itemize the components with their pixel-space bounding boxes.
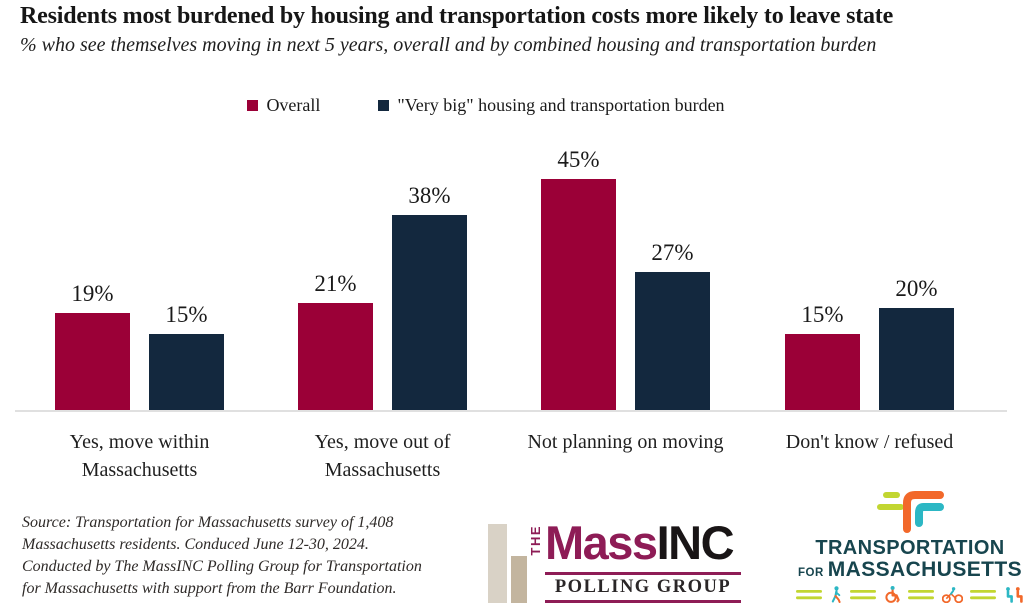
- bar-overall-2: [541, 179, 616, 411]
- massinc-wordmark: MassINC: [545, 516, 735, 569]
- pedestrian-icon: [831, 586, 841, 603]
- legend-swatch-very-big-burden: [378, 99, 390, 111]
- bar-overall-0: [55, 313, 130, 411]
- t4ma-massachusetts-label: FOR MASSACHUSETTS: [796, 558, 1024, 582]
- chart-title: Residents most burdened by housing and t…: [20, 3, 894, 29]
- t4ma-road-t-icon: [877, 491, 944, 533]
- bar-chart-plot-area: 19% 15% 21% 38% 45% 27% 15% 20%: [0, 130, 1024, 411]
- category-label-2: Not planning on moving: [527, 431, 724, 453]
- legend-label-overall: Overall: [266, 94, 321, 115]
- legend-item-overall: Overall: [247, 95, 320, 116]
- chart-subtitle: % who see themselves moving in next 5 ye…: [20, 34, 877, 56]
- bar-value-label: 15%: [165, 302, 208, 327]
- category-label-0: Yes, move within Massachusetts: [69, 431, 210, 481]
- legend-item-very-big-burden: "Very big" housing and transportation bu…: [378, 94, 725, 116]
- t4ma-for-text: FOR: [798, 567, 824, 579]
- category-label-1: Yes, move out of Massachusetts: [314, 431, 451, 481]
- massinc-polling-group-label: POLLING GROUP: [554, 577, 732, 597]
- massinc-barchart-icon: [511, 556, 527, 603]
- bar-value-label: 21%: [314, 271, 357, 296]
- massinc-barchart-icon: [488, 524, 507, 603]
- legend-label-very-big-burden: "Very big" housing and transportation bu…: [397, 94, 725, 115]
- t4ma-massachusetts-text: MASSACHUSETTS: [827, 558, 1022, 581]
- t4ma-transportation-label: TRANSPORTATION: [815, 537, 1005, 559]
- road-dashes-icon: [796, 589, 822, 599]
- category-label-3: Don't know / refused: [785, 431, 954, 453]
- wheelchair-icon: [885, 586, 900, 603]
- bar-value-label: 20%: [895, 276, 938, 301]
- bar-overall-3: [785, 334, 860, 411]
- legend-swatch-overall: [247, 99, 259, 111]
- road-dashes-icon: [850, 589, 877, 599]
- bar-very-big-burden-3: [879, 308, 954, 411]
- cyclist-icon: [941, 586, 963, 603]
- bar-value-label: 19%: [71, 281, 114, 306]
- bar-value-label: 38%: [408, 183, 451, 208]
- bar-very-big-burden-1: [392, 215, 467, 411]
- source-note: Source: Transportation for Massachusetts…: [22, 514, 422, 597]
- passengers-icon: [1006, 586, 1023, 603]
- massinc-the-label: THE: [528, 525, 543, 556]
- massinc-divider-line: [545, 600, 741, 603]
- chart-legend: Overall "Very big" housing and transport…: [0, 92, 972, 118]
- x-axis-line: [15, 410, 1007, 412]
- bar-value-label: 45%: [557, 147, 600, 172]
- bar-very-big-burden-0: [149, 334, 224, 411]
- road-dashes-icon: [970, 589, 997, 599]
- bar-value-label: 15%: [801, 302, 844, 327]
- massinc-polling-group-logo: THE MassINC POLLING GROUP: [488, 517, 758, 607]
- massinc-mass-text: Mass: [545, 516, 658, 569]
- massinc-inc-text: INC: [656, 516, 735, 569]
- bar-very-big-burden-2: [635, 272, 710, 411]
- road-dashes-icon: [908, 589, 935, 599]
- massinc-divider-line: [545, 572, 741, 575]
- bar-value-label: 27%: [651, 240, 694, 265]
- bar-overall-1: [298, 303, 373, 411]
- t4ma-transit-modes-row: [796, 586, 1024, 603]
- transportation-for-massachusetts-logo: TRANSPORTATION FOR MASSACHUSETTS: [796, 487, 1024, 609]
